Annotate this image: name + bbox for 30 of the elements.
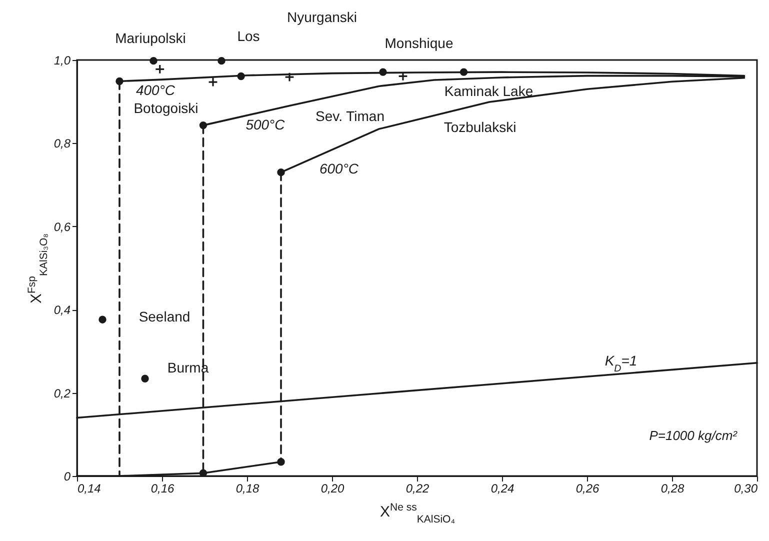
x-tick-label: 0,28 bbox=[660, 482, 684, 496]
x-tick-label: 0,20 bbox=[320, 482, 344, 496]
annotation: Los bbox=[237, 28, 260, 44]
annotation: 400°C bbox=[136, 82, 176, 98]
y-tick-label: 0 bbox=[64, 470, 71, 484]
x-tick-label: 0,30 bbox=[734, 482, 758, 496]
text: Nyurganski bbox=[286, 9, 358, 25]
y-tick-label: 0,2 bbox=[54, 386, 71, 400]
annotation: Kaminak Lake bbox=[444, 83, 534, 100]
annotation: Tozbulakski bbox=[444, 119, 516, 135]
annotation: Botogoiski bbox=[134, 100, 198, 116]
annotation: 500°C bbox=[246, 116, 286, 132]
x-tick-label: 0,14 bbox=[78, 482, 102, 496]
x-tick-label: 0,24 bbox=[490, 482, 514, 496]
x-tick-label: 0,22 bbox=[406, 482, 430, 496]
y-tick-label: 0,4 bbox=[54, 303, 71, 318]
annotation: Sev. Timan bbox=[316, 108, 384, 124]
annotation: Mariupolski bbox=[115, 30, 186, 46]
y-tick-label: 1,0 bbox=[54, 54, 71, 68]
annotation: 600°C bbox=[319, 160, 360, 176]
annotation: Monshique bbox=[384, 35, 454, 52]
x-tick-label: 0,18 bbox=[236, 482, 260, 496]
x-tick-label: 0,26 bbox=[576, 482, 600, 496]
annotation: K$_{D}$=1 bbox=[604, 352, 638, 374]
annotation: P=1000 kg/cm² bbox=[649, 428, 738, 443]
y-tick-label: 0,6 bbox=[54, 220, 71, 234]
annotation: Seeland bbox=[138, 308, 190, 325]
x-tick-label: 0,16 bbox=[150, 482, 174, 496]
annotation: Burma bbox=[167, 360, 209, 376]
y-tick-label: 0,8 bbox=[54, 136, 71, 151]
